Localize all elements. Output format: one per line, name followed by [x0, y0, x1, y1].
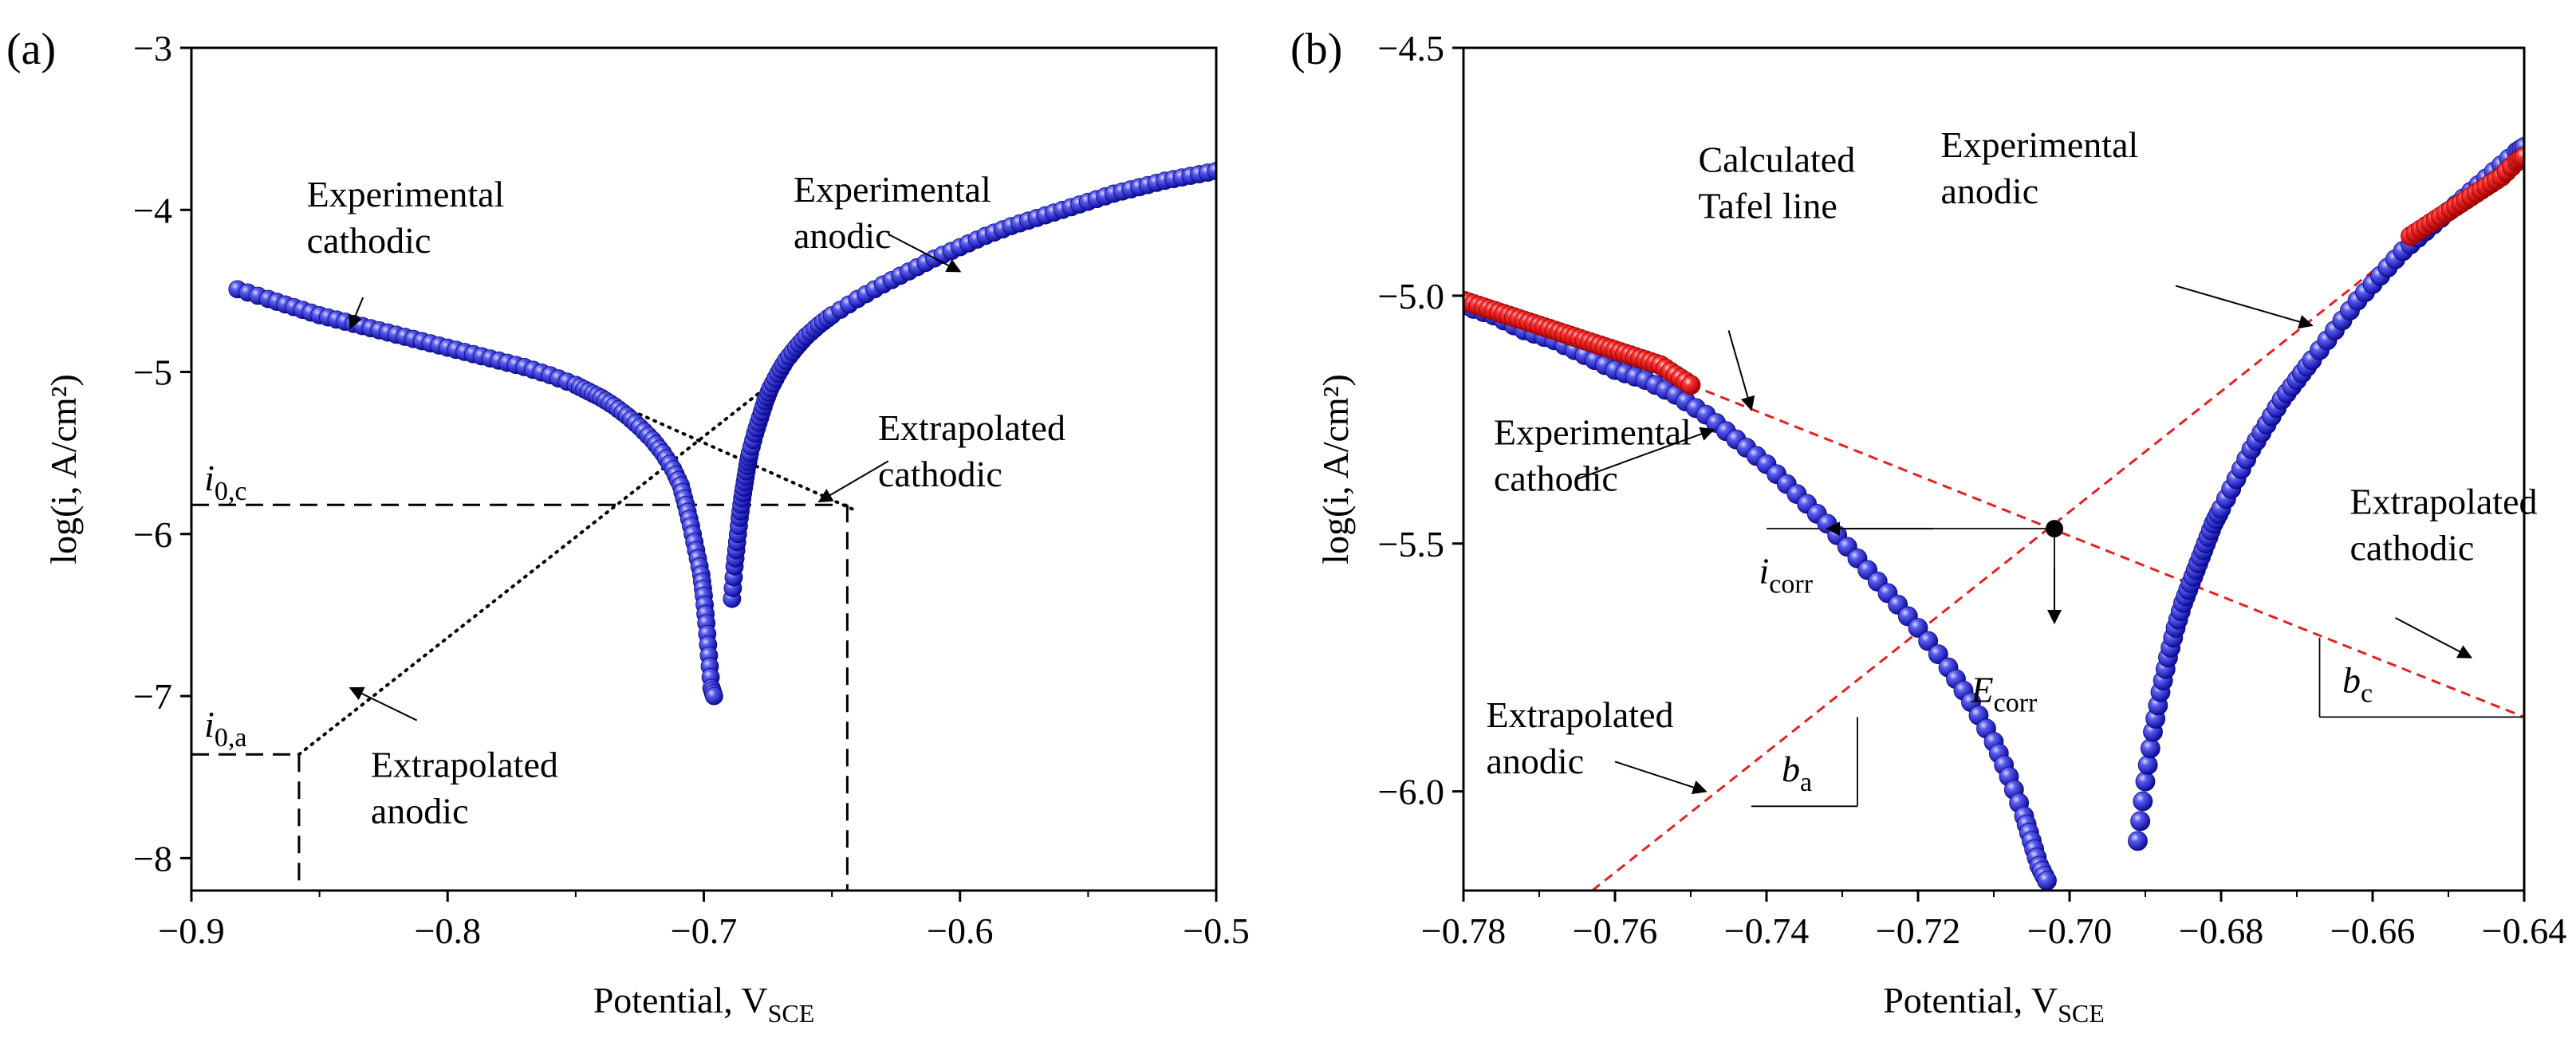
x-tick-label: −0.74	[1724, 910, 1809, 951]
data-point	[2133, 791, 2153, 812]
data-point	[1908, 618, 1928, 638]
series-0	[1463, 295, 2057, 891]
x-tick-label: −0.5	[1183, 910, 1249, 951]
tafel-anodic-line	[1591, 240, 2412, 891]
y-axis-label: log(i, A/cm²)	[43, 374, 84, 564]
arrow-exp-anodic	[2175, 285, 2314, 329]
data-series	[1463, 136, 2524, 891]
series-3	[2401, 147, 2524, 246]
data-point	[2135, 771, 2156, 792]
y-tick-label: −7	[133, 676, 172, 717]
extrapolated-anodic-line	[297, 378, 778, 757]
data-point	[1918, 631, 1939, 651]
x-tick-label: −0.66	[2330, 910, 2415, 951]
data-point	[2514, 147, 2524, 167]
label-ecorr: Ecorr	[1971, 670, 2038, 718]
panel-b: Calculated Tafel line Experimental anodic Ex…	[1290, 25, 2566, 1028]
y-tick-label: −4	[133, 190, 172, 230]
x-tick-label: −0.9	[158, 910, 224, 951]
y-tick-label: −4.5	[1378, 28, 1444, 69]
label-icorr: icorr	[1759, 551, 1814, 600]
label-calculated-tafel: Calculated Tafel line	[1699, 139, 1856, 226]
data-point	[2037, 871, 2057, 891]
label-i0a: i0,a	[204, 704, 246, 753]
label-experimental-cathodic: Experimental cathodic	[307, 174, 505, 261]
x-tick-label: −0.70	[2027, 910, 2112, 951]
panel-label: (b)	[1290, 25, 1342, 74]
y-tick-label: −8	[133, 838, 172, 879]
panel-label: (a)	[6, 25, 56, 74]
arrow-exp-cathodic	[349, 297, 364, 330]
y-tick-label: −6	[133, 514, 172, 555]
label-extrapolated-cathodic: Extrapolated cathodic	[2350, 481, 2538, 568]
label-ba: ba	[1782, 749, 1812, 797]
arrow-extrap-cathodic	[2395, 617, 2473, 659]
tafel-cathodic-line	[1690, 383, 2524, 718]
data-point	[1928, 644, 1948, 665]
arrow-exp-cathodic	[1577, 427, 1715, 480]
data-point	[704, 686, 723, 706]
label-extrapolated-anodic: Extrapolated anodic	[371, 745, 558, 832]
x-axis-label: Potential, VSCE	[1883, 980, 2105, 1028]
data-point	[1680, 375, 1701, 395]
label-experimental-anodic: Experimental anodic	[794, 169, 991, 256]
arrow-extrap-cathodic	[817, 460, 889, 503]
y-tick-label: −5.0	[1378, 276, 1444, 317]
intersection-point	[2046, 520, 2063, 538]
y-tick-label: −3	[133, 28, 172, 69]
data-point	[2137, 755, 2158, 775]
x-tick-label: −0.6	[927, 910, 993, 951]
data-point	[2128, 831, 2148, 851]
series-2	[1463, 290, 1701, 395]
panel-a: Experimental cathodic Experimental anodic Ex…	[6, 25, 1250, 1028]
data-point	[1207, 162, 1216, 180]
x-tick-label: −0.64	[2482, 910, 2566, 951]
label-extrapolated-anodic: Extrapolated anodic	[1487, 694, 1674, 781]
x-tick-label: −0.76	[1573, 910, 1657, 951]
y-axis-label: log(i, A/cm²)	[1315, 374, 1356, 564]
arrow-calculated-tafel	[1727, 330, 1755, 411]
label-extrapolated-cathodic: Extrapolated cathodic	[878, 407, 1065, 494]
x-tick-label: −0.68	[2179, 910, 2263, 951]
x-tick-label: −0.8	[415, 910, 481, 951]
data-point	[2140, 738, 2160, 759]
arrow-exp-anodic	[888, 233, 962, 273]
y-tick-label: −6.0	[1378, 772, 1444, 812]
x-tick-label: −0.78	[1421, 910, 1506, 951]
label-experimental-anodic: Experimental anodic	[1941, 124, 2139, 211]
x-tick-label: −0.7	[671, 910, 737, 951]
data-point	[2130, 811, 2151, 832]
arrow-extrap-anodic	[1614, 761, 1707, 795]
series-0	[228, 280, 723, 706]
y-tick-label: −5	[133, 352, 172, 393]
y-tick-label: −5.5	[1378, 524, 1444, 564]
arrow-extrap-anodic	[349, 686, 418, 722]
label-i0c: i0,c	[204, 458, 246, 506]
series-1	[723, 162, 1216, 608]
data-series	[228, 162, 1216, 706]
x-tick-label: −0.72	[1876, 910, 1960, 951]
label-experimental-cathodic: Experimental cathodic	[1494, 411, 1692, 498]
label-bc: bc	[2342, 659, 2373, 708]
x-axis-label: Potential, VSCE	[593, 980, 815, 1028]
